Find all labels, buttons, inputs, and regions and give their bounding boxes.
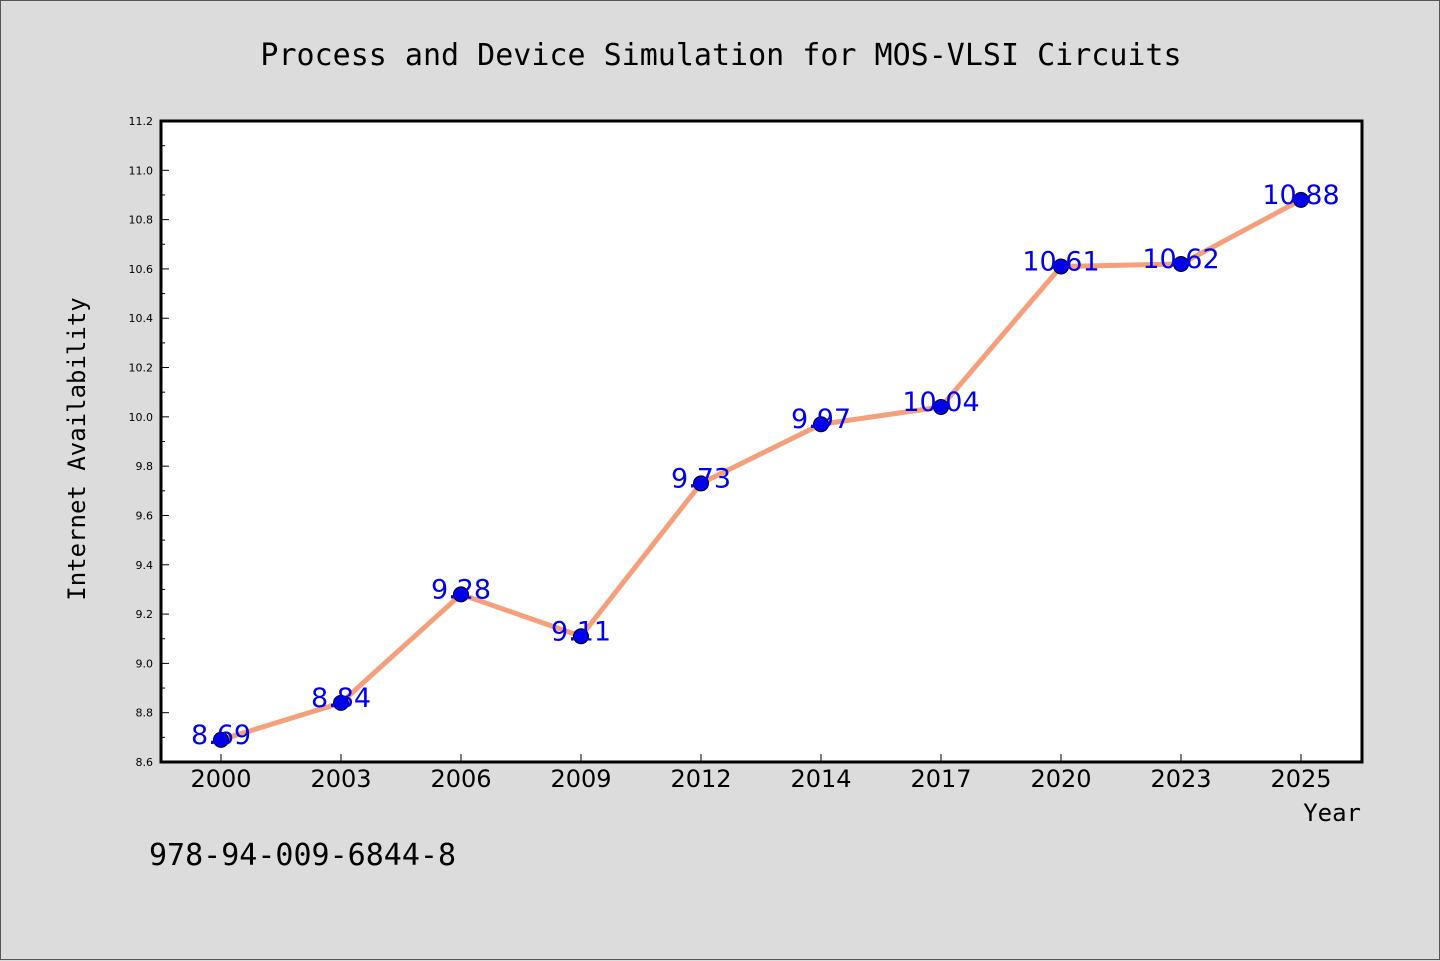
data-point xyxy=(1053,258,1069,275)
chart-title: Process and Device Simulation for MOS-VL… xyxy=(260,38,1181,73)
y-tick-label: 10.0 xyxy=(129,411,154,424)
series-polyline xyxy=(218,197,1304,743)
x-tick-label: 2017 xyxy=(910,765,971,793)
x-tick-label: 2014 xyxy=(790,765,851,793)
y-tick-label: 9.6 xyxy=(136,509,154,522)
x-tick-label: 2020 xyxy=(1030,765,1091,793)
data-label: 10.61 xyxy=(1022,246,1099,277)
x-axis-label: Year xyxy=(1303,799,1361,827)
y-tick-label: 8.6 xyxy=(136,756,154,769)
y-axis: 8.6 8.8 9.0 9.2 9.4 9.6 9.8 10.0 10.2 10.4 10.6 10.… xyxy=(129,115,169,769)
data-point xyxy=(693,475,709,492)
data-label: 10.88 xyxy=(1262,180,1339,211)
series-line xyxy=(218,197,1304,743)
data-points xyxy=(213,191,1309,748)
y-tick-label: 10.4 xyxy=(129,312,154,325)
data-label: 8.84 xyxy=(311,683,371,714)
isbn-footer: 978-94-009-6844-8 xyxy=(149,838,456,873)
y-tick-label: 11.0 xyxy=(129,164,154,177)
data-label: 10.62 xyxy=(1142,244,1219,275)
data-point xyxy=(453,586,469,603)
data-point xyxy=(813,416,829,433)
x-tick-label: 2023 xyxy=(1150,765,1211,793)
data-label: 9.97 xyxy=(791,404,851,435)
x-tick-label: 2012 xyxy=(670,765,731,793)
y-tick-label: 9.0 xyxy=(136,657,154,670)
y-tick-label: 10.8 xyxy=(129,214,154,227)
data-point xyxy=(213,731,229,748)
x-tick-label: 2000 xyxy=(190,765,251,793)
y-tick-label: 10.6 xyxy=(129,263,154,276)
y-tick-label: 9.2 xyxy=(136,608,154,621)
data-label: 10.04 xyxy=(902,387,979,418)
y-axis-label: Internet Availability xyxy=(63,297,91,600)
data-point xyxy=(933,398,949,415)
data-labels: 8.69 8.84 9.28 9.11 9.73 9.97 10.04 10.61 10.62 1… xyxy=(191,180,1340,751)
data-point xyxy=(1293,191,1309,208)
y-tick-label: 11.2 xyxy=(129,115,154,128)
y-tick-label: 9.4 xyxy=(136,559,154,572)
data-label: 8.69 xyxy=(191,720,251,751)
x-tick-label: 2003 xyxy=(310,765,371,793)
y-tick-label: 9.8 xyxy=(136,460,154,473)
data-label: 9.73 xyxy=(671,463,731,494)
data-point xyxy=(573,628,589,645)
x-tick-label: 2009 xyxy=(550,765,611,793)
x-tick-label: 2006 xyxy=(430,765,491,793)
data-label: 9.11 xyxy=(551,616,611,647)
plot-area xyxy=(159,119,1364,764)
data-point xyxy=(1173,255,1189,272)
data-label: 9.28 xyxy=(431,574,491,605)
y-tick-label: 10.2 xyxy=(129,362,154,375)
x-tick-label: 2025 xyxy=(1270,765,1331,793)
y-tick-label: 8.8 xyxy=(136,707,154,720)
x-axis: 2000 2003 2006 2009 2012 2014 2017 2020 2023 2025 xyxy=(190,754,1332,793)
data-point xyxy=(333,694,349,711)
